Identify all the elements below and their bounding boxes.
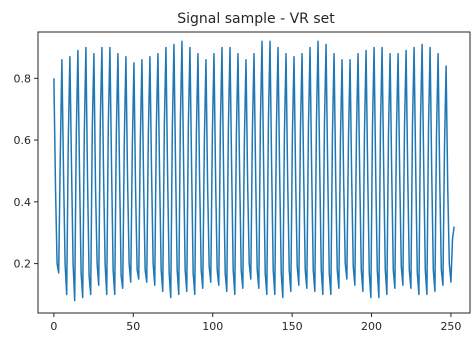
x-tick-label: 100: [202, 320, 223, 333]
x-tick-label: 150: [282, 320, 303, 333]
y-tick-label: 0.2: [14, 258, 32, 271]
y-axis: 0.2 0.4 0.6 0.8: [14, 72, 38, 271]
axes-frame: [37, 31, 471, 314]
y-tick-label: 0.4: [14, 196, 32, 209]
x-tick-label: 50: [126, 320, 140, 333]
x-tick-label: 0: [50, 320, 57, 333]
signal-series-line: [53, 40, 455, 302]
plot-area: [53, 40, 455, 302]
x-tick-label: 200: [361, 320, 382, 333]
y-tick-label: 0.6: [14, 134, 32, 147]
y-tick-label: 0.8: [14, 72, 32, 85]
chart-title: Signal sample - VR set: [177, 11, 335, 27]
x-tick-label: 250: [440, 320, 461, 333]
x-axis: 0 50 100 150 200 250: [50, 313, 461, 333]
